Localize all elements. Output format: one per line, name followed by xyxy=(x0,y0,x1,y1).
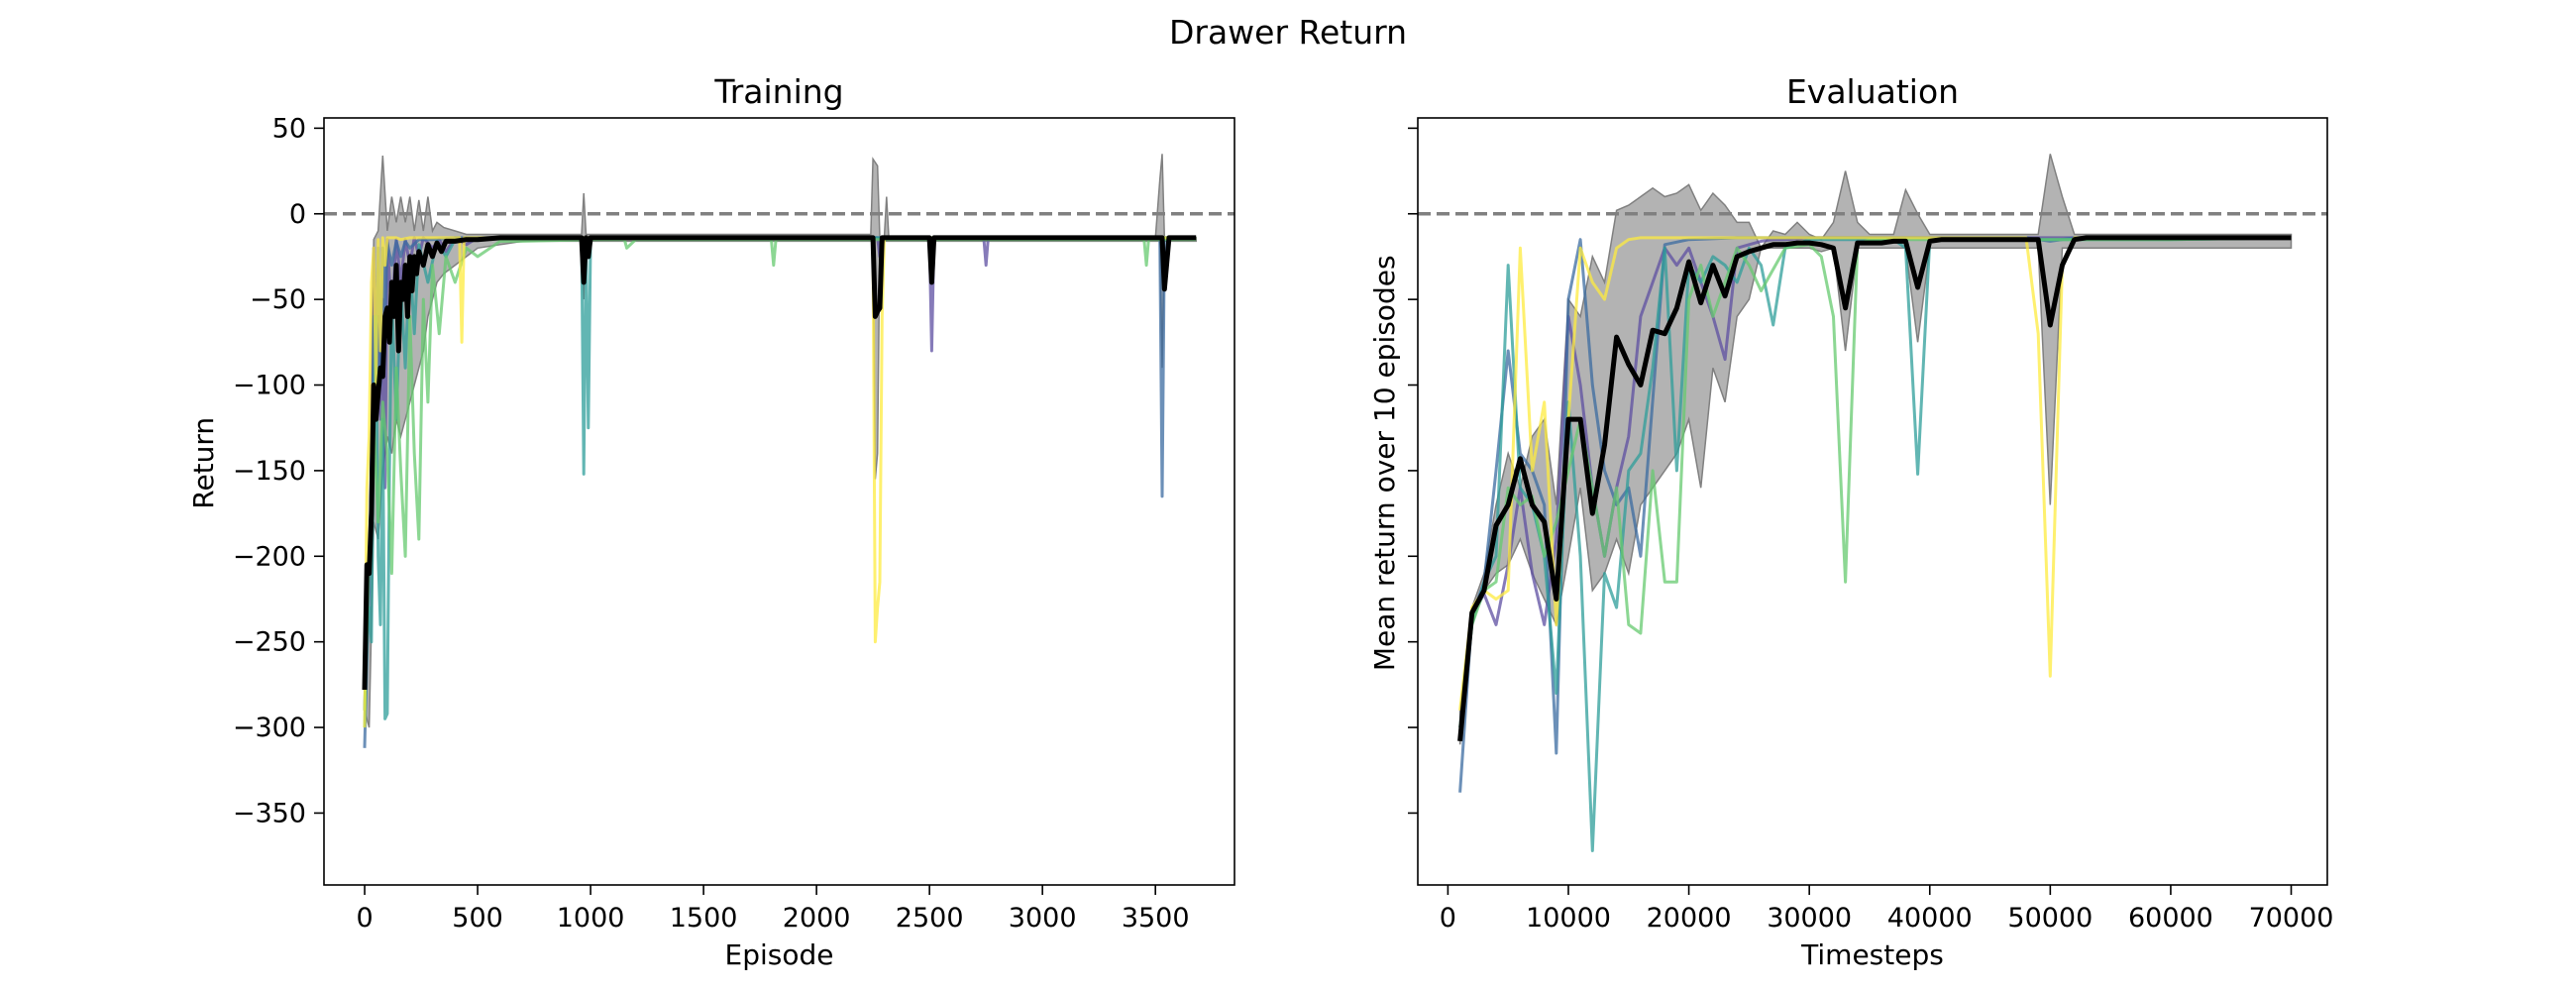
training-x-tick-label: 3000 xyxy=(1009,903,1077,934)
training-x-tick-label: 0 xyxy=(356,903,373,934)
training-y-ticks: 50 0 −50 −100 −150 −200 −250 −300 −350 xyxy=(233,113,324,828)
training-mean-line xyxy=(362,235,1197,691)
evaluation-title: Evaluation xyxy=(1786,72,1959,111)
figure-title: Drawer Return xyxy=(1169,13,1407,52)
training-y-tick-label: 50 xyxy=(272,113,306,144)
training-x-tick-label: 1000 xyxy=(557,903,625,934)
training-y-tick-label: −150 xyxy=(233,456,306,487)
training-y-tick-label: −50 xyxy=(250,284,306,315)
training-x-tick-label: 500 xyxy=(452,903,503,934)
evaluation-x-tick-label: 0 xyxy=(1440,903,1456,934)
evaluation-x-tick-label: 20000 xyxy=(1647,903,1732,934)
training-y-tick-label: −250 xyxy=(233,627,306,658)
training-seed-line-5 xyxy=(363,236,1197,728)
training-x-axis-label: Episode xyxy=(725,938,834,971)
evaluation-y-ticks xyxy=(1408,127,1418,815)
evaluation-x-tick-label: 60000 xyxy=(2128,903,2213,934)
evaluation-x-tick-label: 70000 xyxy=(2249,903,2334,934)
training-mean-layer xyxy=(362,235,1197,691)
training-panel: 0 500 1000 1500 2000 2500 3000 3500 500−50−100−… xyxy=(187,72,1235,971)
training-series-layer xyxy=(363,236,1197,748)
evaluation-x-tick-label: 40000 xyxy=(1887,903,1973,934)
training-y-tick-label: −200 xyxy=(233,541,306,572)
training-seed-line-3 xyxy=(363,236,1197,728)
training-title: Training xyxy=(713,72,843,111)
evaluation-seed-line-5 xyxy=(1458,236,2292,711)
evaluation-mean-layer xyxy=(1457,235,2292,742)
evaluation-x-axis-label: Timesteps xyxy=(1800,938,1944,971)
training-x-tick-label: 2000 xyxy=(783,903,851,934)
training-seed-line-4 xyxy=(363,238,1197,711)
training-x-tick-label: 2500 xyxy=(896,903,964,934)
training-x-tick-label: 3500 xyxy=(1122,903,1190,934)
training-x-tick-label: 1500 xyxy=(670,903,738,934)
training-y-tick-label: −350 xyxy=(233,798,306,828)
training-y-axis-label: Return xyxy=(187,417,220,509)
evaluation-x-ticks: 0 10000 20000 30000 40000 50000 60000 70000 xyxy=(1440,885,2334,934)
training-seed-line-1 xyxy=(363,236,1197,711)
evaluation-axes-frame xyxy=(1417,117,2328,886)
evaluation-x-tick-label: 10000 xyxy=(1526,903,1611,934)
training-y-tick-label: −300 xyxy=(233,713,306,743)
evaluation-x-tick-label: 50000 xyxy=(2007,903,2093,934)
training-x-ticks: 0 500 1000 1500 2000 2500 3000 3500 xyxy=(356,885,1190,934)
evaluation-x-tick-label: 30000 xyxy=(1767,903,1852,934)
evaluation-mean-line xyxy=(1457,235,2292,742)
training-y-tick-label: −100 xyxy=(233,371,306,401)
training-axes-frame xyxy=(323,117,1235,886)
evaluation-panel: 0 10000 20000 30000 40000 50000 60000 70000 Eva… xyxy=(1368,72,2333,971)
training-y-tick-label: 0 xyxy=(289,199,306,230)
evaluation-y-axis-label: Mean return over 10 episodes xyxy=(1368,255,1401,671)
training-seed-line-2 xyxy=(363,236,1197,748)
